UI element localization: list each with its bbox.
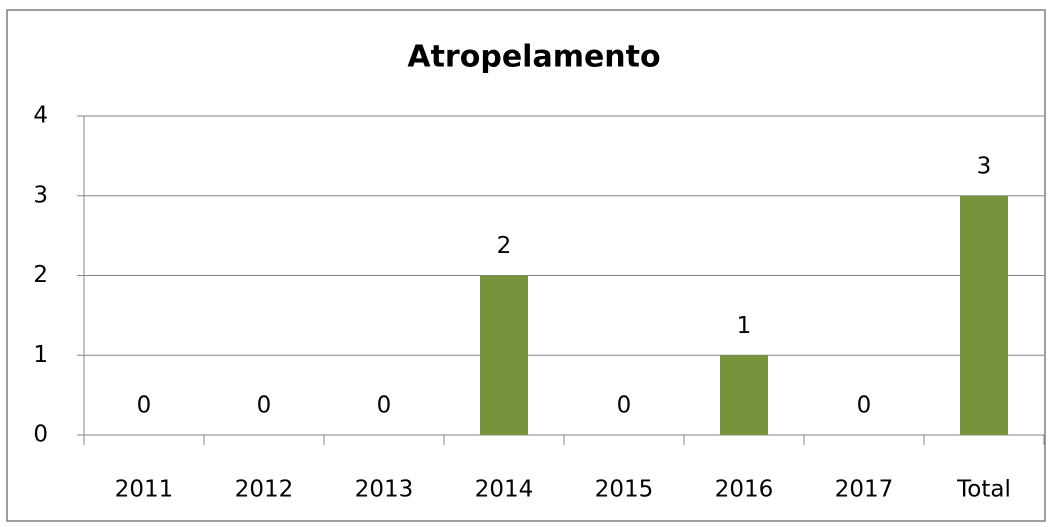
chart-frame bbox=[6, 9, 1046, 522]
y-tick-label: 3 bbox=[33, 182, 48, 208]
y-tick-label: 2 bbox=[33, 262, 48, 288]
y-tick-label: 4 bbox=[33, 103, 48, 129]
bar bbox=[720, 355, 768, 435]
x-tick-label: 2013 bbox=[355, 477, 414, 503]
data-label: 0 bbox=[857, 393, 872, 419]
chart-title: Atropelamento bbox=[407, 40, 660, 75]
x-tick-label: 2011 bbox=[115, 477, 174, 503]
data-label: 1 bbox=[737, 313, 752, 339]
data-label: 0 bbox=[137, 393, 152, 419]
x-tick-label: Total bbox=[956, 477, 1011, 503]
bar bbox=[960, 195, 1008, 435]
data-label: 0 bbox=[617, 393, 632, 419]
data-label: 0 bbox=[377, 393, 392, 419]
x-tick-label: 2014 bbox=[475, 477, 534, 503]
data-label: 2 bbox=[497, 233, 512, 259]
bar bbox=[480, 275, 528, 435]
y-tick-label: 1 bbox=[33, 342, 48, 368]
data-label: 3 bbox=[977, 153, 992, 179]
x-tick-label: 2015 bbox=[595, 477, 654, 503]
x-tick-label: 2012 bbox=[235, 477, 294, 503]
data-label: 0 bbox=[257, 393, 272, 419]
y-tick-label: 0 bbox=[33, 422, 48, 448]
x-tick-label: 2017 bbox=[835, 477, 894, 503]
x-tick-label: 2016 bbox=[715, 477, 774, 503]
